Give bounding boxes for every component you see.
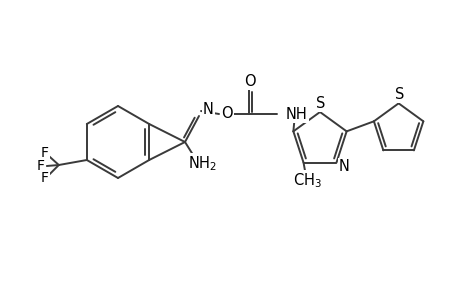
Text: F: F	[41, 146, 49, 160]
Text: NH$_2$: NH$_2$	[187, 155, 216, 173]
Text: O: O	[244, 74, 255, 88]
Text: O: O	[221, 106, 232, 121]
Text: N: N	[202, 101, 213, 116]
Text: NH: NH	[285, 106, 307, 122]
Text: S: S	[316, 95, 325, 110]
Text: CH$_3$: CH$_3$	[292, 171, 321, 190]
Text: F: F	[41, 171, 49, 185]
Text: S: S	[394, 87, 403, 102]
Text: N: N	[338, 159, 349, 174]
Text: F: F	[37, 159, 45, 173]
